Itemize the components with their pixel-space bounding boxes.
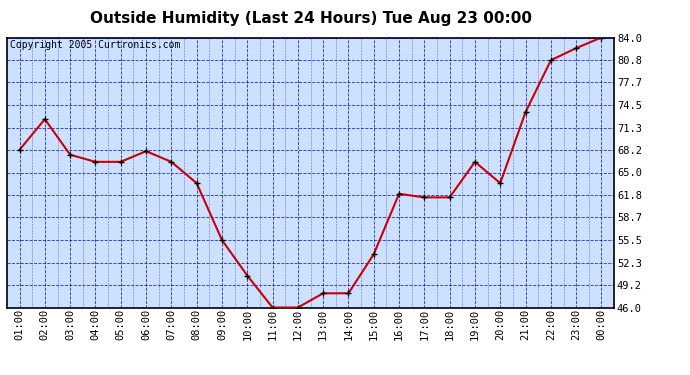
Text: Outside Humidity (Last 24 Hours) Tue Aug 23 00:00: Outside Humidity (Last 24 Hours) Tue Aug… (90, 11, 531, 26)
Text: Copyright 2005 Curtronics.com: Copyright 2005 Curtronics.com (10, 40, 180, 50)
